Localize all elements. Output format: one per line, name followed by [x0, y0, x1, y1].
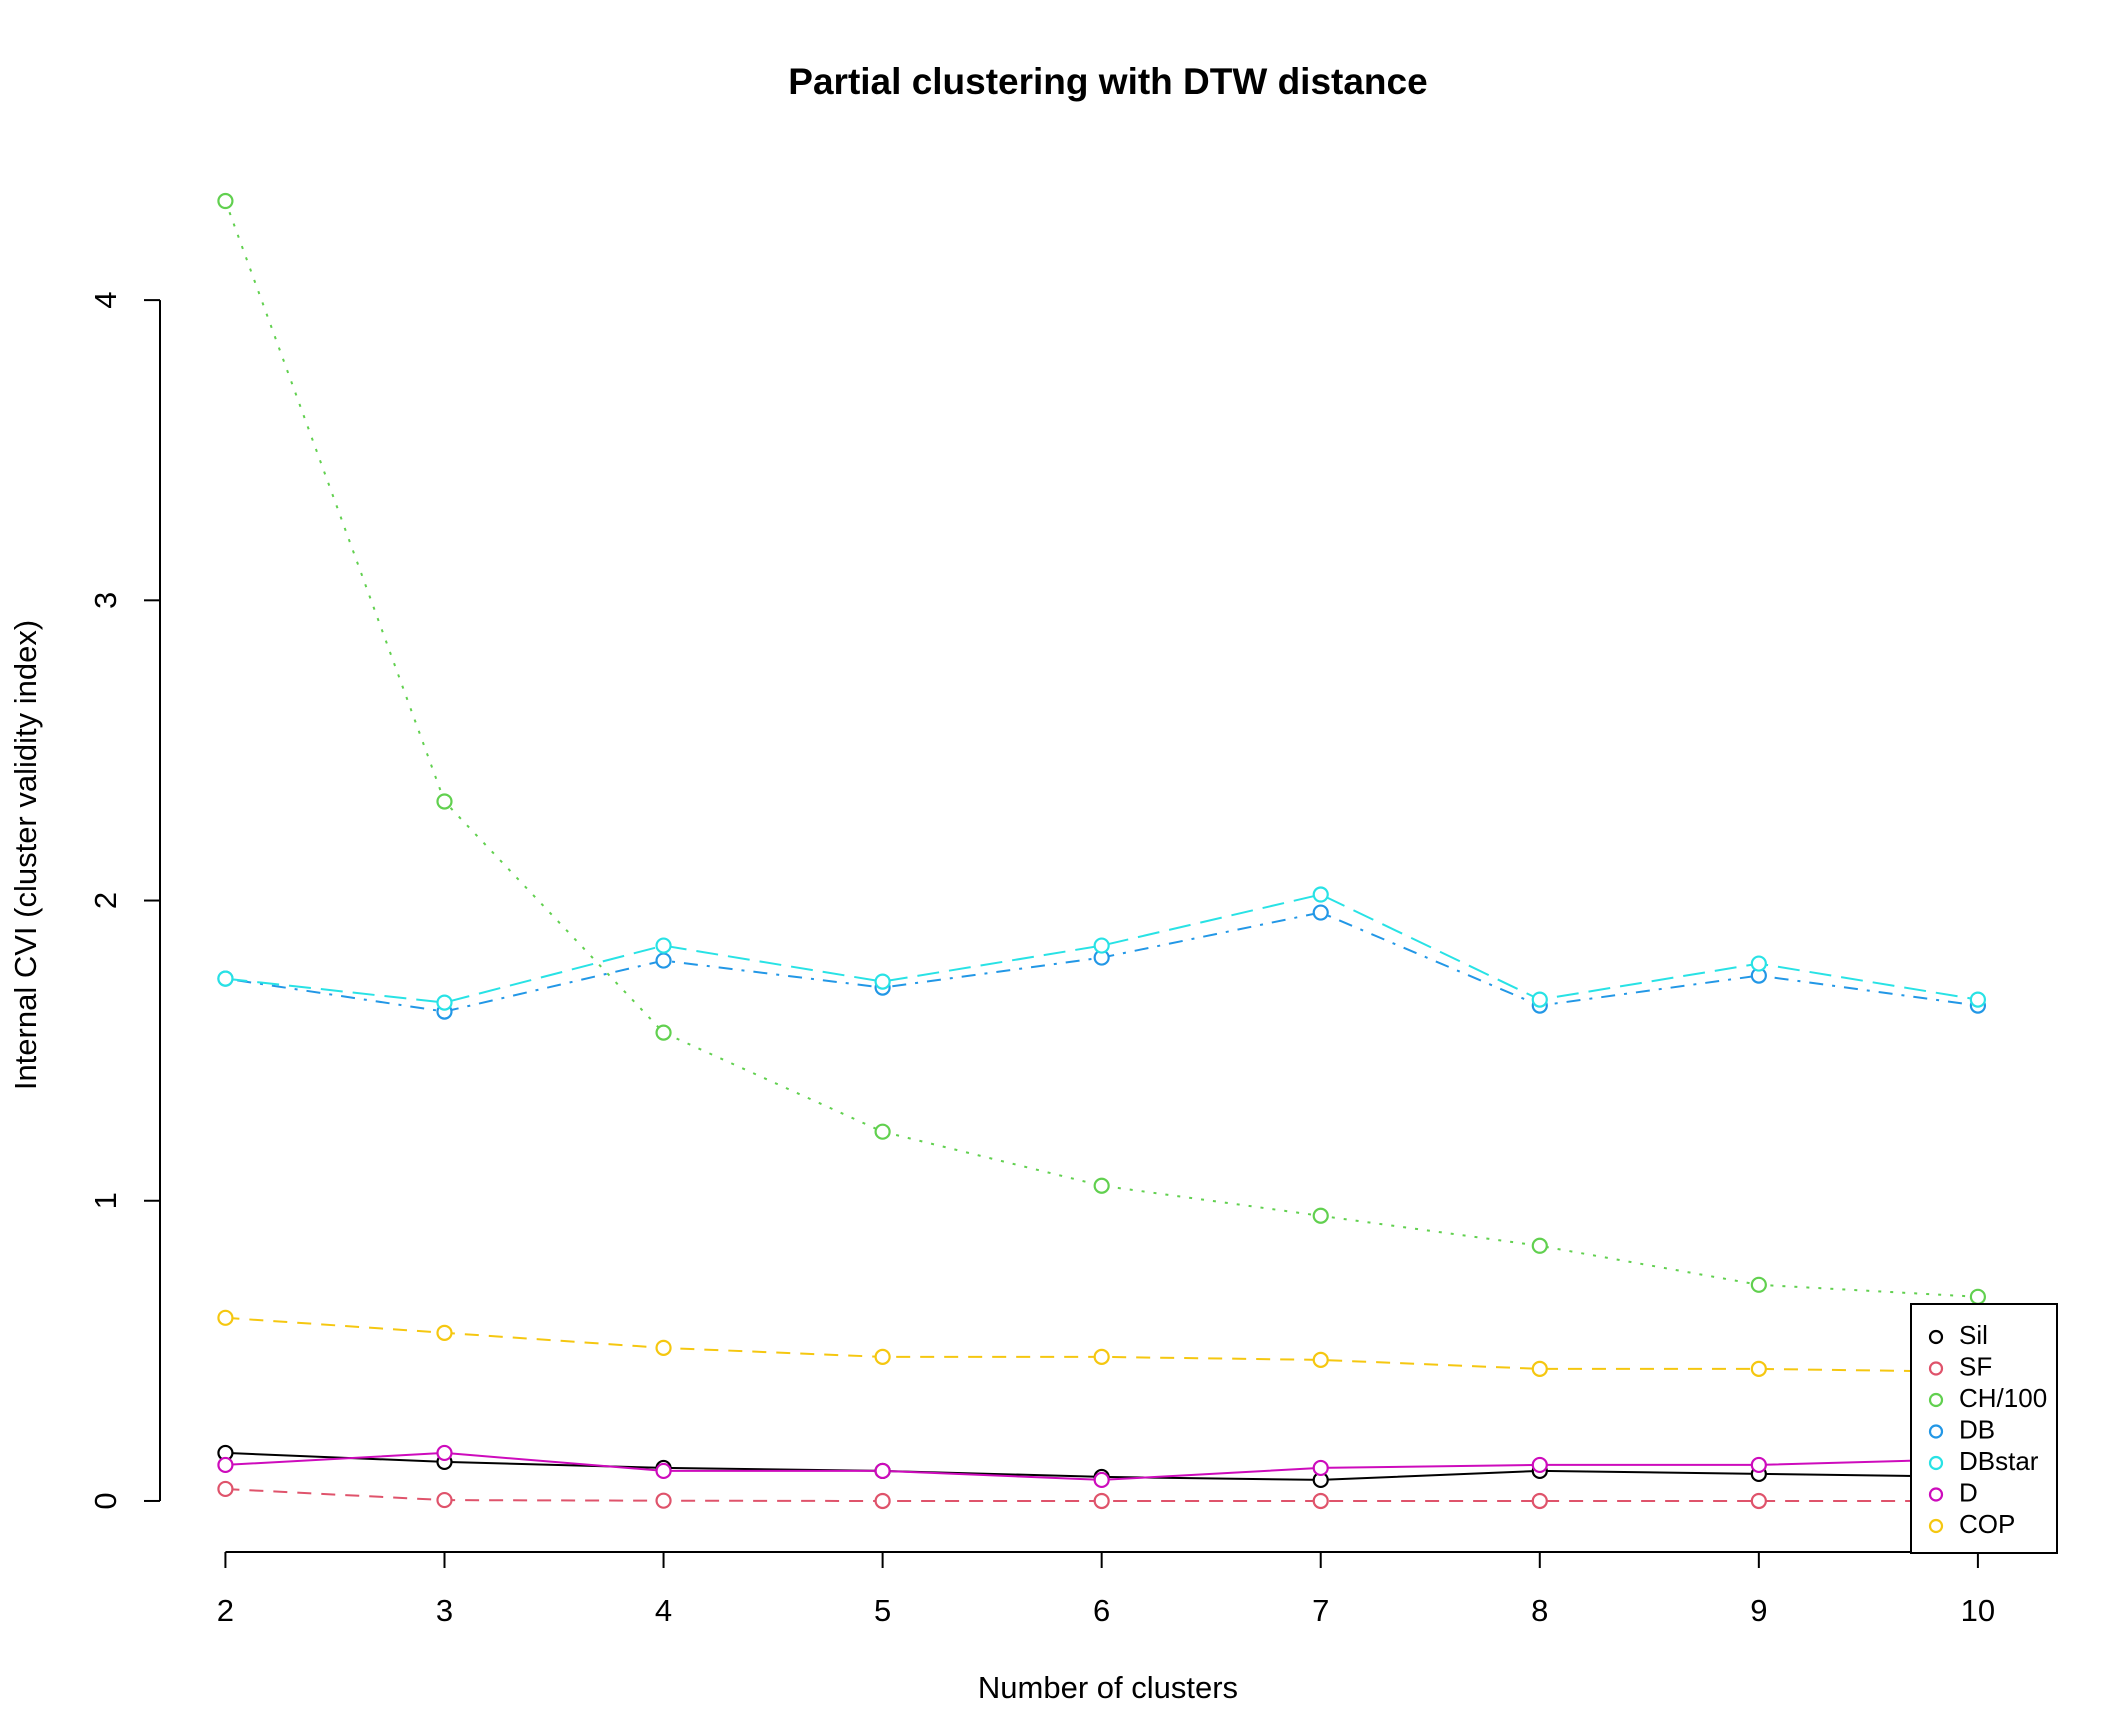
point-sf: [436, 1491, 453, 1509]
legend-label-sil: Sil: [1959, 1320, 1988, 1350]
point-sf: [1531, 1492, 1548, 1510]
point-db: [655, 952, 672, 969]
x-tick-label: 9: [1750, 1593, 1767, 1628]
legend-marker-sf: [1928, 1361, 1944, 1376]
point-dbstar: [1750, 955, 1767, 972]
point-dbstar: [436, 994, 453, 1011]
series-line-ch-100: [224, 200, 1978, 1298]
point-cop: [1312, 1351, 1329, 1368]
point-dbstar: [1969, 991, 1987, 1008]
y-tick-label: 0: [88, 1492, 123, 1509]
legend-label-db: DB: [1959, 1414, 1995, 1444]
x-tick-label: 4: [655, 1593, 672, 1628]
point-d: [1312, 1459, 1329, 1477]
point-ch-100: [1531, 1237, 1548, 1254]
point-sf: [1093, 1492, 1110, 1510]
legend-marker-dbstar: [1928, 1455, 1944, 1471]
x-axis-label: Number of clusters: [978, 1670, 1238, 1705]
legend-marker-cop: [1928, 1518, 1944, 1534]
point-cop: [436, 1324, 453, 1341]
legend-marker-ch-100: [1928, 1392, 1944, 1408]
point-ch-100: [217, 192, 234, 210]
point-ch-100: [655, 1024, 672, 1041]
point-ch-100: [1093, 1177, 1110, 1194]
series-lines: [224, 200, 1979, 1502]
point-cop: [217, 1309, 234, 1326]
y-tick-label: 2: [88, 892, 123, 909]
y-axis-label: Internal CVI (cluster validity index): [8, 620, 43, 1090]
x-tick-label: 7: [1312, 1593, 1329, 1628]
point-d: [1093, 1471, 1110, 1489]
legend-label-cop: COP: [1959, 1509, 2015, 1539]
x-tick-label: 3: [436, 1593, 453, 1628]
x-tick-label: 6: [1093, 1593, 1110, 1628]
point-ch-100: [1969, 1288, 1987, 1305]
point-d: [874, 1462, 891, 1480]
point-d: [1750, 1456, 1767, 1474]
legend-marker-sil: [1928, 1329, 1944, 1345]
point-ch-100: [1750, 1276, 1767, 1293]
y-tick-label: 4: [88, 291, 123, 308]
legend-label-d: D: [1959, 1477, 1978, 1507]
x-tick-label: 5: [874, 1593, 891, 1628]
point-d: [217, 1456, 234, 1474]
y-tick-label: 1: [88, 1192, 123, 1209]
point-sf: [1750, 1492, 1767, 1510]
point-dbstar: [1312, 886, 1329, 903]
series-points: [217, 192, 1987, 1510]
series-line-dbstar: [225, 893, 1979, 1004]
point-sf: [655, 1492, 672, 1509]
point-sf: [874, 1492, 891, 1510]
point-sf: [217, 1480, 234, 1498]
point-d: [1531, 1456, 1548, 1474]
y-tick-label: 3: [88, 592, 123, 609]
point-ch-100: [436, 793, 453, 810]
legend-label-sf: SF: [1959, 1351, 1992, 1381]
point-ch-100: [874, 1123, 891, 1140]
x-tick-label: 2: [217, 1593, 234, 1628]
legend-marker-db: [1928, 1424, 1944, 1439]
x-tick-label: 10: [1961, 1593, 1995, 1628]
point-cop: [655, 1339, 672, 1356]
point-cop: [874, 1348, 891, 1365]
point-dbstar: [217, 970, 234, 987]
point-dbstar: [655, 937, 672, 954]
legend-label-ch-100: CH/100: [1959, 1383, 2047, 1413]
point-d: [655, 1462, 672, 1480]
point-cop: [1750, 1360, 1767, 1377]
axes: 2 3 4 5 6 7 8 9 10 0 1 2 3 4: [88, 291, 1995, 1628]
legend-marker-d: [1928, 1487, 1944, 1502]
point-d: [436, 1444, 453, 1462]
point-dbstar: [1093, 937, 1110, 954]
point-sf: [1312, 1492, 1329, 1510]
point-dbstar: [1531, 991, 1548, 1008]
point-db: [1312, 904, 1329, 921]
legend-label-dbstar: DBstar: [1959, 1446, 2039, 1476]
point-ch-100: [1312, 1207, 1329, 1224]
point-cop: [1093, 1348, 1110, 1365]
point-cop: [1531, 1360, 1548, 1377]
x-tick-label: 8: [1531, 1593, 1548, 1628]
point-dbstar: [874, 973, 891, 990]
chart-title: Partial clustering with DTW distance: [788, 61, 1427, 102]
